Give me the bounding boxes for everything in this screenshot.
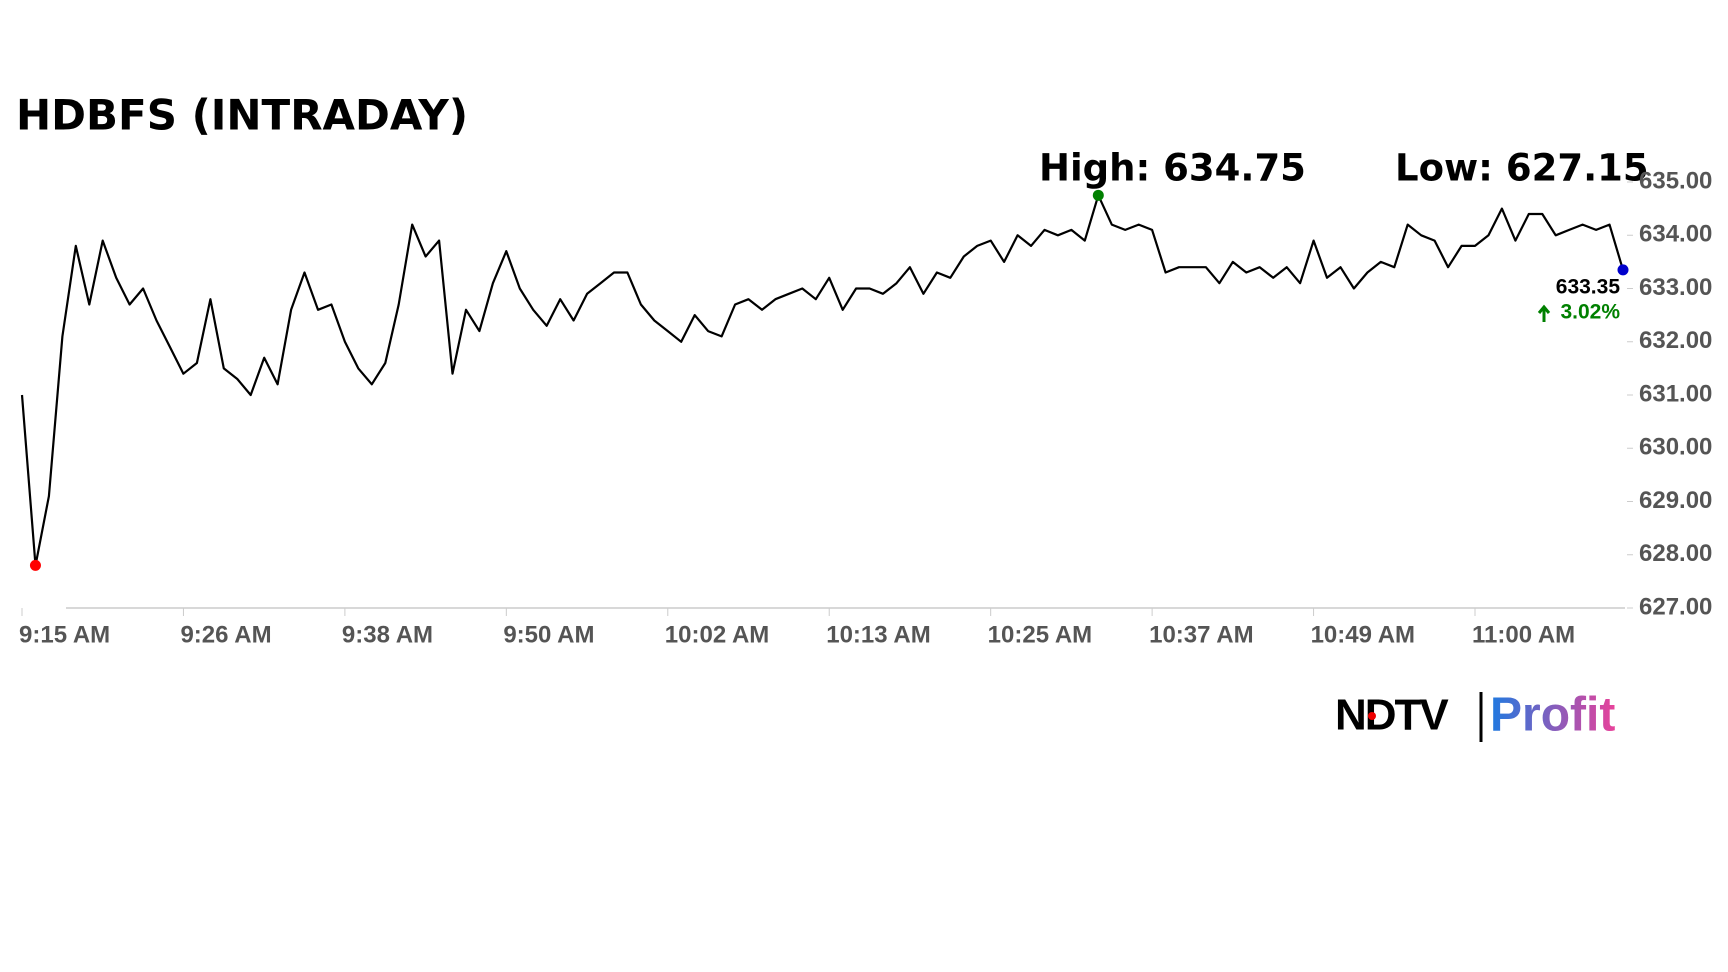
price-line (20, 194, 1625, 567)
high-label: High: 634.75 (1039, 147, 1306, 190)
last-marker (1617, 264, 1629, 276)
up-arrow (1537, 304, 1551, 322)
y-tick-label: 633.00 (1639, 274, 1712, 301)
y-tick-label: 627.00 (1639, 593, 1712, 620)
x-tick-label: 10:37 AM (1149, 621, 1253, 648)
x-tick-label: 10:13 AM (826, 621, 930, 648)
y-tick-label: 635.00 (1639, 167, 1712, 194)
y-tick-label: 629.00 (1639, 487, 1712, 514)
change-label: 3.02% (1560, 301, 1620, 324)
logo-dot (1368, 712, 1376, 720)
y-tick-label: 634.00 (1639, 221, 1712, 248)
y-tick-label: 632.00 (1639, 327, 1712, 354)
logo-ndtv: NDTV (1335, 691, 1449, 740)
y-tick-label: 631.00 (1639, 380, 1712, 407)
low-marker (29, 559, 41, 571)
x-tick-label: 9:15 AM (19, 621, 110, 648)
last-price: 633.35 (1556, 276, 1621, 299)
x-tick-label: 10:25 AM (988, 621, 1092, 648)
low-label: Low: 627.15 (1395, 147, 1649, 190)
x-tick-label: 9:26 AM (180, 621, 271, 648)
logo-profit: Profit (1490, 689, 1615, 742)
x-tick-label: 9:50 AM (503, 621, 594, 648)
x-tick-label: 10:02 AM (665, 621, 769, 648)
x-tick-label: 9:38 AM (342, 621, 433, 648)
x-tick-label: 11:00 AM (1472, 621, 1575, 648)
high-marker (1092, 189, 1104, 201)
y-tick-label: 630.00 (1639, 434, 1712, 461)
chart-title: HDBFS (INTRADAY) (16, 91, 468, 140)
x-tick-label: 10:49 AM (1311, 621, 1415, 648)
y-tick-label: 628.00 (1639, 540, 1712, 567)
